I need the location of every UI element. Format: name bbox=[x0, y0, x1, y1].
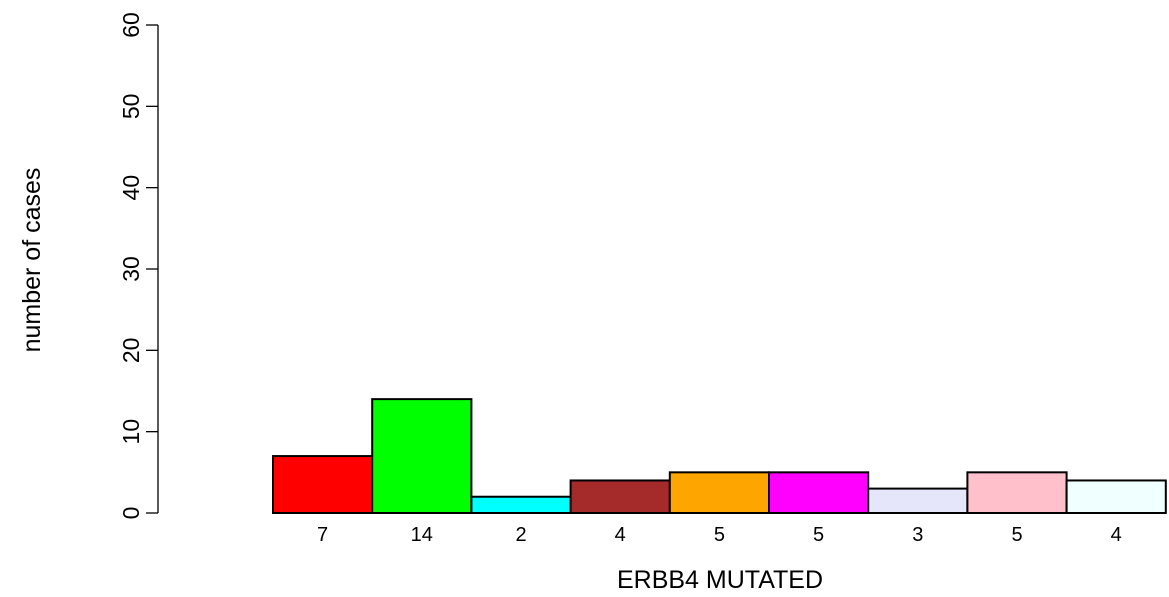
bar bbox=[867, 487, 969, 515]
y-tick-label: 20 bbox=[118, 338, 144, 364]
bar-labels: 7 14 2 4 5 5 3 5 4 bbox=[317, 524, 1122, 546]
y-tick-label: 60 bbox=[118, 12, 144, 38]
bar-label: 4 bbox=[615, 524, 626, 546]
bar bbox=[371, 398, 473, 514]
y-tick-label: 0 bbox=[118, 507, 144, 520]
y-tick-label: 30 bbox=[118, 256, 144, 282]
bar bbox=[470, 495, 572, 515]
y-axis-title: number of cases bbox=[18, 168, 46, 353]
bar bbox=[668, 471, 770, 515]
x-axis-title: ERBB4 MUTATED bbox=[617, 566, 823, 594]
bar-label: 2 bbox=[515, 524, 526, 546]
bar-label: 3 bbox=[912, 524, 923, 546]
bar-label: 14 bbox=[411, 524, 433, 546]
y-tick-label: 50 bbox=[118, 94, 144, 120]
bar bbox=[1065, 479, 1167, 515]
bar-label: 5 bbox=[1011, 524, 1022, 546]
bars bbox=[272, 398, 1167, 515]
bar bbox=[569, 479, 671, 515]
bar bbox=[966, 471, 1068, 515]
bar-label: 7 bbox=[317, 524, 328, 546]
y-tick-label: 40 bbox=[118, 175, 144, 201]
bar-label: 5 bbox=[714, 524, 725, 546]
bar-label: 4 bbox=[1111, 524, 1122, 546]
y-axis: 0 10 20 30 40 50 60 bbox=[118, 12, 159, 520]
bar-label: 5 bbox=[813, 524, 824, 546]
bar bbox=[272, 455, 374, 515]
bar bbox=[768, 471, 870, 515]
y-tick-label: 10 bbox=[118, 419, 144, 445]
